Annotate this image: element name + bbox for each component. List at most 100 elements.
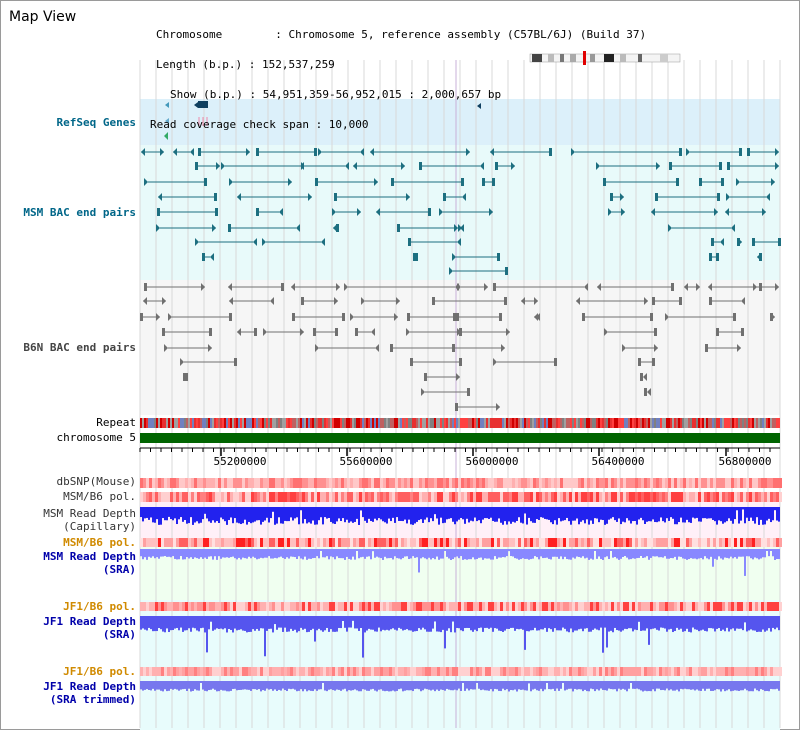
track-label-refseq[interactable]: RefSeq Genes <box>56 116 136 129</box>
repeat-element <box>658 418 660 428</box>
msm-depth-sra-bar <box>454 549 456 558</box>
jf1-pol-cell <box>629 602 632 611</box>
msm-bac-pair-end <box>549 148 552 156</box>
jf1-pol2-cell <box>686 667 689 676</box>
track-label-jf1-trimmed[interactable]: JF1 Read Depth <box>43 680 136 693</box>
track-label-jf1-pol-2[interactable]: JF1/B6 pol. <box>63 665 136 678</box>
msm-depth-sra-bar <box>728 549 730 559</box>
msm-bac-pair-end <box>408 238 411 246</box>
track-label-jf1-depth[interactable]: JF1 Read Depth <box>43 615 136 628</box>
jf1-depth-bar <box>248 616 250 632</box>
msm-b6-pol-cell <box>515 492 518 502</box>
jf1-trimmed-depth-bar <box>538 681 540 691</box>
track-label-msm-bac[interactable]: MSM BAC end pairs <box>23 206 136 219</box>
b6n-bac-pair-end <box>452 344 455 352</box>
msm-b6-pol2-cell <box>395 538 398 547</box>
msm-depth-capillary-bar <box>596 507 598 519</box>
jf1-depth-bar <box>398 616 400 628</box>
jf1-pol-cell <box>335 602 338 611</box>
repeat-element <box>654 418 656 428</box>
jf1-depth-bar <box>646 616 648 629</box>
msm-depth-sra-bar <box>194 549 196 558</box>
msm-depth-sra-bar <box>668 549 670 559</box>
repeat-element <box>276 418 278 428</box>
repeat-element <box>396 418 398 428</box>
msm-bac-pair-end <box>497 253 500 261</box>
b6n-bac-pair-end <box>301 297 304 305</box>
msm-b6-pol2-cell <box>743 538 746 547</box>
msm-bac-pair-end <box>608 208 612 216</box>
dbsnp-cell <box>548 478 551 488</box>
dbsnp-cell <box>350 478 353 488</box>
jf1-depth-bar <box>422 616 424 628</box>
msm-b6-pol2-cell <box>323 538 326 547</box>
repeat-element <box>318 418 320 428</box>
jf1-depth-bar <box>536 616 538 631</box>
msm-bac-pair-end <box>511 162 515 170</box>
repeat-element <box>720 418 722 428</box>
msm-depth-sra-bar <box>520 549 522 560</box>
b6n-bac-pair-end <box>234 358 237 366</box>
msm-b6-pol-cell <box>305 492 308 502</box>
msm-depth-capillary-bar <box>624 507 626 523</box>
repeat-element <box>390 418 392 428</box>
jf1-trimmed-depth-bar <box>468 681 470 691</box>
jf1-trimmed-depth-bar <box>702 681 704 689</box>
jf1-depth-bar <box>504 616 506 631</box>
jf1-pol-cell <box>653 602 656 611</box>
track-label-msm-b6-pol-2[interactable]: MSM/B6 pol. <box>63 536 136 549</box>
jf1-trimmed-depth-bar <box>204 681 206 691</box>
msm-b6-pol-cell <box>383 492 386 502</box>
msm-b6-pol-cell <box>365 492 368 502</box>
jf1-trimmed-depth-bar <box>280 681 282 691</box>
msm-depth-capillary-bar <box>448 507 450 519</box>
b6n-bac-pair-end <box>499 313 502 321</box>
jf1-trimmed-depth-bar <box>430 681 432 691</box>
track-label-repeat[interactable]: Repeat <box>96 416 136 429</box>
msm-b6-pol-cell <box>518 492 521 502</box>
msm-b6-pol2-cell <box>458 538 461 547</box>
jf1-trimmed-depth-bar <box>620 681 622 690</box>
repeat-element <box>324 418 326 428</box>
b6n-bac-pair-end <box>180 358 184 366</box>
repeat-element <box>664 418 666 428</box>
msm-bac-pair-end <box>256 208 259 216</box>
msm-b6-pol2-cell <box>416 538 419 547</box>
repeat-element <box>460 418 462 428</box>
jf1-pol-cell <box>422 602 425 611</box>
msm-b6-pol2-cell <box>407 538 410 547</box>
repeat-element <box>646 418 648 428</box>
track-label-jf1-pol[interactable]: JF1/B6 pol. <box>63 600 136 613</box>
msm-depth-capillary-bar <box>772 507 774 521</box>
msm-b6-pol2-cell <box>578 538 581 547</box>
jf1-pol-cell <box>761 602 764 611</box>
msm-depth-sra-bar <box>244 549 246 559</box>
msm-depth-capillary-bar <box>620 507 622 525</box>
jf1-pol2-cell <box>623 667 626 676</box>
msm-b6-pol-cell <box>605 492 608 502</box>
track-label-b6n-bac[interactable]: B6N BAC end pairs <box>23 341 136 354</box>
jf1-depth-bar <box>672 616 674 633</box>
msm-b6-pol-cell <box>257 492 260 502</box>
msm-b6-pol2-cell <box>167 538 170 547</box>
jf1-trimmed-depth-bar <box>622 681 624 689</box>
msm-b6-pol2-cell <box>605 538 608 547</box>
track-label-dbsnp[interactable]: dbSNP(Mouse) <box>56 475 136 488</box>
jf1-trimmed-depth-bar <box>252 681 254 690</box>
jf1-depth-bar <box>650 616 652 630</box>
track-label-msm-b6-pol[interactable]: MSM/B6 pol. <box>63 490 136 503</box>
repeat-element <box>246 418 248 428</box>
dbsnp-cell <box>227 478 230 488</box>
dbsnp-cell <box>431 478 434 488</box>
msm-b6-pol-cell <box>590 492 593 502</box>
msm-depth-sra-bar <box>572 549 574 558</box>
jf1-depth-bar <box>254 616 256 631</box>
jf1-trimmed-depth-bar <box>350 681 352 691</box>
track-label-msm-depth-capillary[interactable]: MSM Read Depth <box>43 507 136 520</box>
msm-b6-pol2-cell <box>374 538 377 547</box>
msm-depth-sra-bar <box>386 549 388 559</box>
track-label-msm-depth-sra[interactable]: MSM Read Depth <box>43 550 136 563</box>
msm-depth-sra-bar <box>548 549 550 559</box>
msm-bac-pair-end <box>406 193 410 201</box>
